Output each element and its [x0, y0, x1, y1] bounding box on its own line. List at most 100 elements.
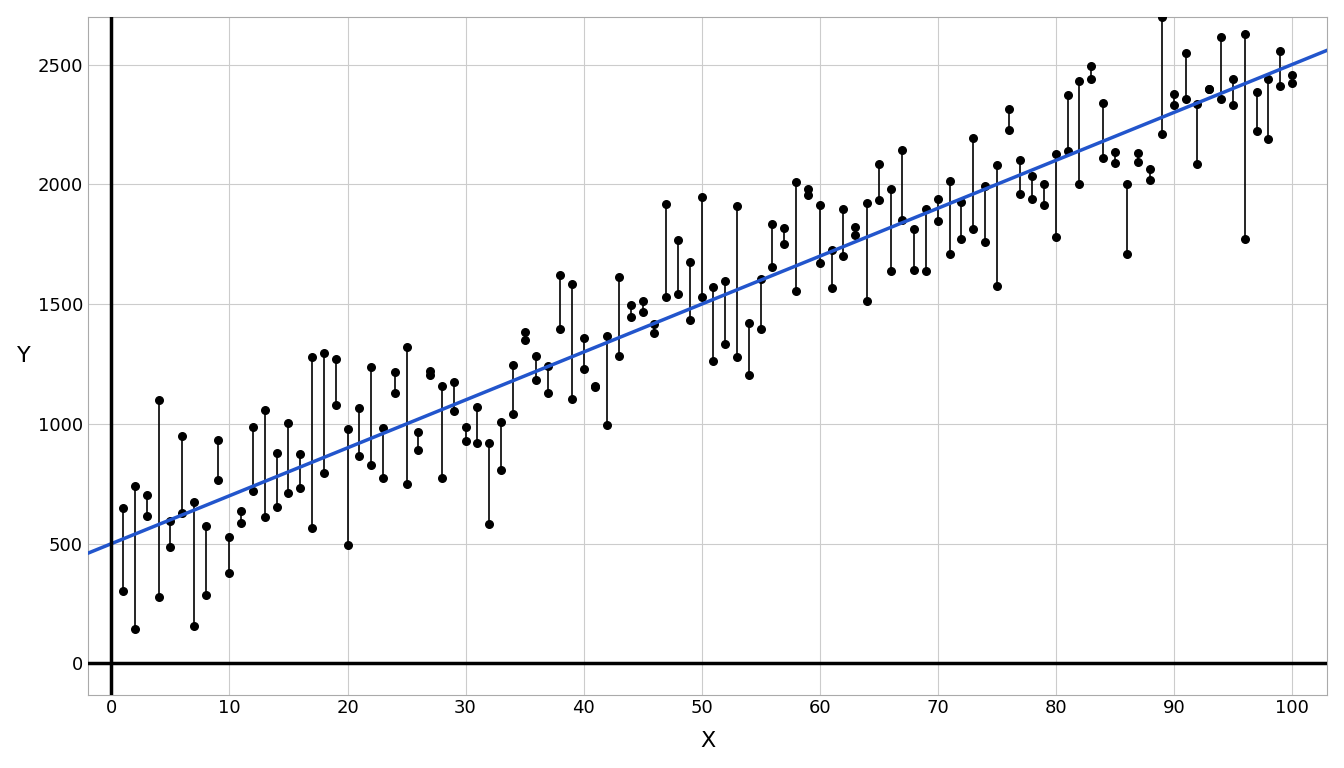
- Point: [573, 362, 594, 375]
- Point: [503, 408, 524, 420]
- Point: [313, 346, 335, 359]
- Point: [939, 175, 961, 187]
- Point: [1187, 157, 1208, 170]
- Point: [1222, 98, 1243, 111]
- Point: [503, 359, 524, 372]
- Point: [372, 422, 394, 434]
- Point: [1056, 145, 1078, 157]
- Point: [915, 204, 937, 216]
- Point: [1021, 193, 1043, 205]
- Point: [703, 281, 724, 293]
- Point: [431, 472, 453, 484]
- Point: [668, 288, 689, 300]
- Point: [691, 190, 712, 203]
- Point: [774, 238, 796, 250]
- Point: [1093, 152, 1114, 164]
- Point: [1046, 147, 1067, 160]
- Point: [997, 124, 1019, 136]
- Point: [620, 300, 641, 312]
- Point: [431, 379, 453, 392]
- Point: [360, 361, 382, 373]
- Point: [325, 353, 347, 365]
- Point: [360, 458, 382, 471]
- Point: [785, 176, 806, 188]
- Point: [348, 402, 370, 414]
- Point: [1034, 178, 1055, 190]
- Point: [832, 250, 853, 262]
- Point: [407, 443, 429, 455]
- Point: [1269, 80, 1290, 92]
- Point: [750, 273, 771, 285]
- Point: [1068, 74, 1090, 87]
- Point: [301, 521, 323, 534]
- Point: [254, 404, 276, 416]
- Point: [620, 311, 641, 323]
- Point: [1009, 154, 1031, 166]
- Point: [880, 264, 902, 276]
- Point: [124, 623, 145, 635]
- Point: [444, 406, 465, 418]
- Point: [880, 183, 902, 195]
- Point: [785, 285, 806, 297]
- Point: [183, 621, 204, 633]
- Point: [231, 505, 253, 518]
- Point: [950, 233, 972, 245]
- Point: [762, 218, 784, 230]
- Point: [160, 541, 181, 554]
- Point: [1103, 145, 1125, 157]
- Point: [903, 264, 925, 276]
- Point: [1140, 174, 1161, 187]
- Point: [903, 223, 925, 235]
- Point: [148, 591, 169, 603]
- Point: [997, 103, 1019, 115]
- Point: [560, 392, 582, 405]
- Point: [821, 244, 843, 257]
- Point: [1056, 89, 1078, 101]
- Point: [1081, 73, 1102, 85]
- Point: [231, 518, 253, 530]
- Point: [348, 450, 370, 462]
- Point: [466, 437, 488, 449]
- Point: [207, 434, 228, 446]
- Point: [986, 280, 1008, 292]
- Point: [478, 437, 500, 449]
- Point: [1163, 98, 1184, 111]
- Point: [1234, 233, 1255, 245]
- Point: [395, 478, 417, 490]
- Point: [1234, 28, 1255, 41]
- Point: [1199, 82, 1220, 94]
- Point: [266, 446, 288, 458]
- Point: [891, 214, 913, 227]
- Point: [715, 338, 737, 350]
- Point: [254, 511, 276, 523]
- Point: [148, 394, 169, 406]
- Point: [550, 269, 571, 281]
- Point: [585, 381, 606, 393]
- Point: [1093, 97, 1114, 109]
- Point: [950, 196, 972, 208]
- Point: [1199, 83, 1220, 95]
- Point: [513, 326, 535, 338]
- Point: [809, 199, 831, 211]
- Point: [1258, 134, 1279, 146]
- Point: [491, 415, 512, 428]
- Point: [821, 283, 843, 295]
- Point: [266, 501, 288, 513]
- Point: [1103, 157, 1125, 169]
- Point: [1246, 86, 1267, 98]
- Point: [844, 230, 866, 242]
- Point: [1128, 156, 1149, 168]
- Point: [986, 159, 1008, 171]
- Point: [585, 379, 606, 392]
- Point: [337, 423, 359, 435]
- Point: [668, 233, 689, 246]
- Point: [313, 467, 335, 479]
- Point: [597, 419, 618, 432]
- Point: [1269, 45, 1290, 58]
- Point: [797, 184, 818, 196]
- Point: [1152, 128, 1173, 141]
- Point: [703, 355, 724, 367]
- Point: [172, 507, 194, 519]
- Point: [1246, 124, 1267, 137]
- Point: [632, 306, 653, 318]
